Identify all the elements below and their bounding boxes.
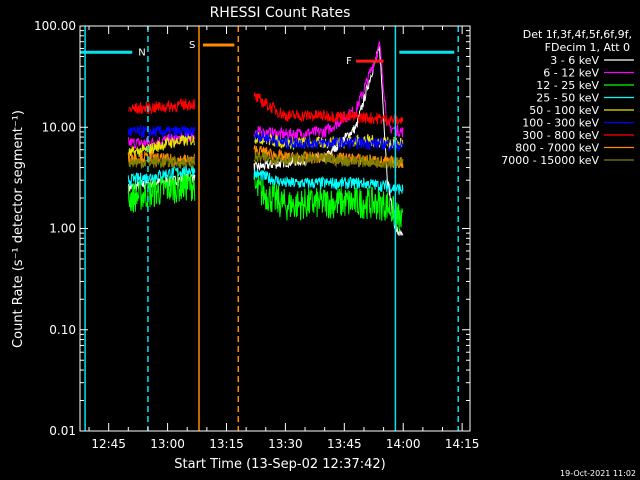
legend-header-1: Det 1f,3f,4f,5f,6f,9f,	[523, 28, 632, 41]
x-tick-label: 13:15	[209, 437, 244, 451]
series-trace-2-seg-1	[253, 173, 404, 233]
annotation-label-N: N	[138, 47, 145, 58]
y-tick-label: 100.00	[34, 19, 76, 33]
plot-frame	[79, 25, 471, 432]
x-tick-label: 13:45	[327, 437, 362, 451]
legend-label-7: 800 - 7000 keV	[515, 142, 599, 155]
chart-title: RHESSI Count Rates	[210, 5, 351, 21]
x-tick-label: 14:00	[386, 437, 421, 451]
series-trace-3-seg-1	[253, 169, 404, 195]
legend-label-5: 100 - 300 keV	[522, 117, 599, 130]
y-axis-label: Count Rate (s⁻¹ detector segment⁻¹)	[11, 110, 26, 348]
series-trace-6-seg-0	[128, 98, 196, 115]
x-tick-label: 14:15	[445, 437, 480, 451]
y-tick-label: 0.10	[49, 323, 76, 337]
series-trace-1-seg-1	[253, 41, 404, 141]
legend-label-0: 3 - 6 keV	[550, 54, 599, 67]
legend-label-2: 12 - 25 keV	[536, 79, 599, 92]
legend-label-3: 25 - 50 keV	[536, 92, 599, 105]
series-trace-5-seg-0	[127, 124, 196, 139]
legend-header-2: FDecim 1, Att 0	[545, 41, 630, 54]
legend-label-4: 50 - 100 keV	[529, 104, 599, 117]
x-tick-label: 12:45	[91, 437, 126, 451]
y-tick-label: 0.01	[49, 424, 76, 438]
x-axis-label: Start Time (13-Sep-02 12:37:42)	[174, 457, 385, 472]
legend-label-6: 300 - 800 keV	[522, 129, 599, 142]
series-trace-6-seg-1	[253, 92, 404, 126]
series-trace-8-seg-0	[127, 155, 196, 170]
x-tick-label: 13:30	[268, 437, 303, 451]
annotation-label-S: S	[189, 40, 195, 51]
annotation-label-F: F	[346, 56, 352, 67]
x-tick-label: 13:00	[150, 437, 185, 451]
y-tick-label: 1.00	[49, 222, 76, 236]
legend-label-1: 6 - 12 keV	[543, 67, 599, 80]
y-tick-label: 10.00	[42, 120, 76, 134]
legend-label-8: 7000 - 15000 keV	[501, 154, 599, 167]
series-trace-2-seg-0	[127, 169, 196, 213]
footer-date: 19-Oct-2021 11:02	[560, 469, 636, 478]
series-trace-3-seg-0	[127, 163, 196, 188]
series-trace-7-seg-0	[127, 150, 196, 167]
series-trace-4-seg-0	[127, 134, 196, 159]
series-trace-5-seg-1	[253, 130, 404, 152]
series-trace-8-seg-1	[253, 151, 404, 170]
